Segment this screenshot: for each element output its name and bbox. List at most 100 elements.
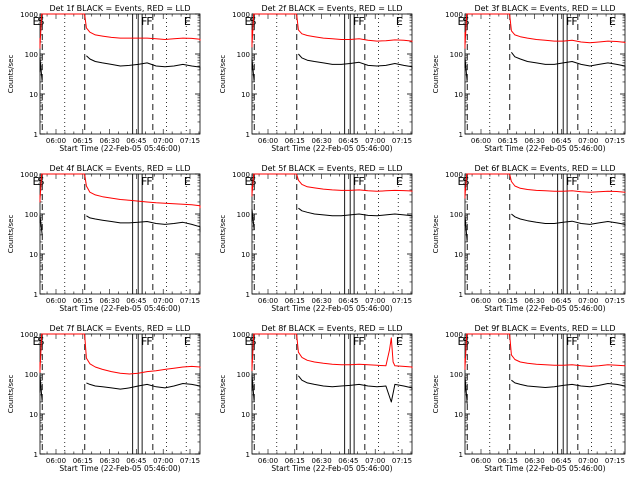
y-tick-label: 1 <box>459 291 463 299</box>
plot-frame <box>251 13 413 135</box>
annotation-label: E <box>184 175 191 188</box>
x-tick-label: 06:30 <box>312 457 332 465</box>
chart-title: Det 2f BLACK = Events, RED = LLD <box>261 4 402 13</box>
x-tick-label: 06:15 <box>498 457 518 465</box>
annotation-label: E <box>458 15 465 28</box>
plot-frame <box>251 333 413 455</box>
x-tick-label: 07:15 <box>180 457 200 465</box>
series-line-lld <box>39 173 201 209</box>
plot-frame <box>464 173 626 295</box>
x-tick-label: 06:45 <box>338 457 358 465</box>
annotation-label: E <box>609 175 616 188</box>
x-tick-label: 07:00 <box>578 457 598 465</box>
chart-panel: Det 8f BLACK = Events, RED = LLD 1 10 100 10… <box>219 324 413 473</box>
chart-panel: Det 9f BLACK = Events, RED = LLD 1 10 100 10… <box>432 324 626 473</box>
x-tick-label: 06:45 <box>126 137 146 145</box>
chart-title: Det 3f BLACK = Events, RED = LLD <box>474 4 615 13</box>
series-line-lld <box>251 333 413 372</box>
series-line-lld <box>39 13 201 49</box>
y-tick-label: 1000 <box>232 171 250 179</box>
y-tick-label: 1000 <box>20 171 38 179</box>
y-tick-label: 100 <box>450 211 463 219</box>
y-tick-label: 100 <box>25 51 38 59</box>
y-tick-label: 10 <box>241 91 250 99</box>
y-tick-label: 100 <box>450 371 463 379</box>
y-axis-label: Counts/sec <box>219 55 227 94</box>
annotation-label: F <box>141 335 147 348</box>
x-tick-label: 06:00 <box>46 297 66 305</box>
x-tick-label: 07:00 <box>153 137 173 145</box>
x-tick-label: 06:15 <box>285 137 305 145</box>
x-tick-label: 06:30 <box>525 297 545 305</box>
plot-frame <box>464 333 626 455</box>
y-tick-label: 10 <box>241 251 250 259</box>
y-tick-label: 1 <box>34 291 38 299</box>
chart-title: Det 6f BLACK = Events, RED = LLD <box>474 164 615 173</box>
y-tick-label: 100 <box>25 371 38 379</box>
y-tick-label: 1 <box>246 291 250 299</box>
y-tick-label: 1000 <box>445 331 463 339</box>
series-line-events <box>251 374 413 403</box>
y-tick-label: 1000 <box>445 11 463 19</box>
x-tick-label: 06:45 <box>338 137 358 145</box>
series-line-lld <box>464 173 626 199</box>
y-tick-label: 10 <box>454 91 463 99</box>
x-tick-label: 06:00 <box>471 137 491 145</box>
y-tick-label: 1 <box>246 451 250 459</box>
series-line-lld <box>39 333 201 375</box>
x-tick-label: 07:15 <box>180 297 200 305</box>
x-axis-label: Start Time (22-Feb-05 05:46:00) <box>59 144 180 153</box>
x-tick-label: 06:30 <box>100 137 120 145</box>
series-line-events <box>39 375 201 403</box>
y-axis-label: Counts/sec <box>432 375 440 414</box>
series-line-events <box>464 376 626 404</box>
y-tick-label: 10 <box>29 251 38 259</box>
annotation-label: E <box>184 335 191 348</box>
y-tick-label: 100 <box>237 51 250 59</box>
x-tick-label: 07:15 <box>180 137 200 145</box>
y-axis-label: Counts/sec <box>219 215 227 254</box>
y-tick-label: 10 <box>29 91 38 99</box>
x-tick-label: 06:45 <box>338 297 358 305</box>
chart-title: Det 4f BLACK = Events, RED = LLD <box>49 164 190 173</box>
annotation-label: E <box>245 335 252 348</box>
y-tick-label: 1 <box>34 451 38 459</box>
annotation-label: E <box>33 175 40 188</box>
annotation-label: E <box>609 15 616 28</box>
series-line-events <box>464 213 626 243</box>
x-tick-label: 06:15 <box>73 137 93 145</box>
chart-panel: Det 4f BLACK = Events, RED = LLD 1 10 100 10… <box>7 164 201 313</box>
x-tick-label: 06:15 <box>73 457 93 465</box>
series-line-lld <box>464 13 626 49</box>
annotation-label: E <box>396 175 403 188</box>
x-tick-label: 06:45 <box>126 457 146 465</box>
annotation-label: F <box>358 335 364 348</box>
annotation-label: F <box>146 175 152 188</box>
x-tick-label: 06:45 <box>551 297 571 305</box>
y-axis-label: Counts/sec <box>7 375 15 414</box>
plot-frame <box>464 13 626 135</box>
x-tick-label: 07:00 <box>153 297 173 305</box>
y-tick-label: 1 <box>459 131 463 139</box>
series-line-events <box>251 53 413 83</box>
x-tick-label: 07:15 <box>605 297 625 305</box>
annotation-label: E <box>184 15 191 28</box>
x-tick-label: 07:00 <box>153 457 173 465</box>
x-axis-label: Start Time (22-Feb-05 05:46:00) <box>271 464 392 473</box>
x-tick-label: 07:15 <box>392 137 412 145</box>
y-tick-label: 100 <box>25 211 38 219</box>
chart-panel: Det 6f BLACK = Events, RED = LLD 1 10 100 10… <box>432 164 626 313</box>
x-tick-label: 06:00 <box>471 297 491 305</box>
chart-panel: Det 2f BLACK = Events, RED = LLD 1 10 100 10… <box>219 4 413 153</box>
x-tick-label: 07:15 <box>605 137 625 145</box>
y-tick-label: 1 <box>459 451 463 459</box>
x-tick-label: 07:00 <box>578 297 598 305</box>
y-tick-label: 1000 <box>20 331 38 339</box>
x-tick-label: 07:15 <box>392 297 412 305</box>
annotation-label: F <box>141 15 147 28</box>
chart-title: Det 8f BLACK = Events, RED = LLD <box>261 324 402 333</box>
y-tick-label: 1 <box>34 131 38 139</box>
y-axis-label: Counts/sec <box>7 215 15 254</box>
x-axis-label: Start Time (22-Feb-05 05:46:00) <box>484 464 605 473</box>
annotation-label: F <box>353 15 359 28</box>
